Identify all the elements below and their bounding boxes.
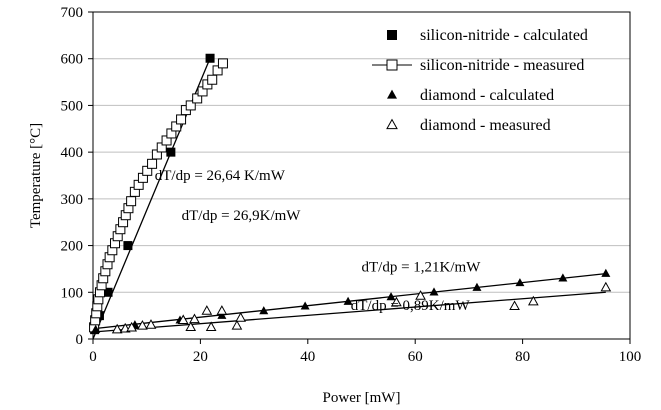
data-point (145, 319, 157, 329)
data-point (176, 114, 187, 125)
plot-frame (92, 11, 631, 340)
data-point (391, 296, 402, 307)
data-point (386, 292, 396, 301)
legend-label: diamond - measured (420, 117, 551, 134)
data-point (103, 287, 113, 297)
annotations: dT/dp = 26,9K/mW dT/dp = 26,64 K/mW dT/dp … (155, 168, 481, 314)
x-tick-label: 80 (515, 349, 530, 365)
legend-label: silicon-nitride - calculated (420, 27, 588, 44)
series-2 (89, 58, 228, 333)
data-point (192, 93, 203, 104)
y-axis-ticks: 0 100 200 300 400 500 600 700 (61, 5, 93, 348)
series-layer (89, 53, 612, 335)
series-line (93, 63, 224, 328)
y-tick-label: 100 (61, 285, 84, 301)
data-point (343, 296, 353, 305)
data-point (123, 241, 133, 251)
data-point (126, 196, 137, 207)
annotation-label: dT/dp = 26,9K/mW (182, 208, 302, 224)
data-point (472, 282, 482, 291)
legend-item: silicon-nitride - calculated (387, 27, 588, 44)
data-point (147, 158, 158, 169)
x-axis-ticks: 0 20 40 60 80 100 (89, 339, 641, 365)
y-tick-label: 500 (61, 98, 84, 114)
annotation-label: dT/dp = 0,89K/mW (351, 298, 471, 314)
annotation-label: dT/dp = 26,64 K/mW (155, 168, 286, 184)
data-point (137, 320, 148, 330)
data-point (189, 313, 200, 324)
x-tick-label: 100 (619, 349, 642, 365)
x-axis-label: Power [mW] (323, 390, 401, 406)
data-point (601, 268, 611, 277)
legend-marker (387, 30, 397, 40)
y-tick-label: 0 (76, 332, 84, 348)
data-point (177, 314, 189, 325)
data-point (111, 323, 123, 334)
data-point (207, 74, 218, 85)
legend-marker (386, 118, 398, 130)
y-tick-label: 400 (61, 145, 84, 161)
legend-item: silicon-nitride - measured (372, 57, 584, 74)
data-point (126, 321, 138, 332)
y-tick-label: 700 (61, 5, 84, 21)
data-point (509, 300, 520, 311)
data-point (259, 306, 269, 315)
legend: silicon-nitride - calculated silicon-nitr… (372, 27, 588, 134)
data-point (527, 295, 539, 306)
data-point (205, 321, 217, 332)
data-point (185, 321, 197, 332)
data-point (235, 312, 247, 322)
data-point (217, 310, 227, 319)
data-point (205, 53, 215, 63)
trendline (92, 291, 606, 333)
legend-marker (387, 89, 397, 99)
y-axis-label: Temperature [°C] (28, 123, 44, 228)
x-tick-label: 40 (300, 349, 315, 365)
y-tick-label: 300 (61, 192, 84, 208)
x-tick-label: 20 (193, 349, 208, 365)
x-tick-label: 0 (89, 349, 97, 365)
data-point (600, 281, 612, 292)
data-point (231, 320, 243, 330)
y-tick-label: 200 (61, 239, 84, 255)
legend-marker (386, 59, 398, 71)
data-point (91, 324, 101, 333)
data-point (415, 290, 426, 300)
data-point (300, 301, 310, 310)
data-point (185, 100, 196, 111)
y-tick-label: 600 (61, 52, 84, 68)
legend-item: diamond - measured (386, 117, 551, 134)
legend-label: diamond - calculated (420, 87, 554, 104)
data-point (558, 273, 568, 282)
legend-item: diamond - calculated (387, 87, 554, 104)
data-point (515, 278, 525, 287)
legend-label: silicon-nitride - measured (420, 57, 584, 74)
data-point (217, 58, 228, 69)
data-point (429, 287, 439, 296)
data-point (216, 305, 228, 315)
data-point (201, 305, 213, 315)
series-4 (111, 281, 612, 334)
x-tick-label: 60 (408, 349, 423, 365)
annotation-label: dT/dp = 1,21K/mW (362, 259, 482, 275)
data-point (212, 65, 223, 76)
data-point (166, 147, 176, 157)
